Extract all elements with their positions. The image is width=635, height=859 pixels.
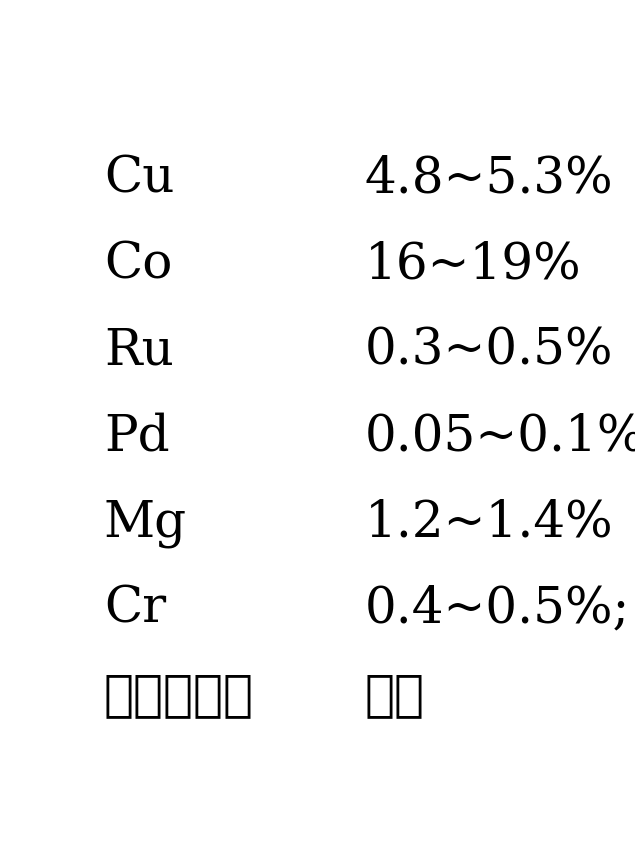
Text: 0.3~0.5%: 0.3~0.5% [364, 326, 613, 376]
Text: 余量: 余量 [364, 671, 425, 719]
Text: 16~19%: 16~19% [364, 241, 582, 289]
Text: Cr: Cr [104, 584, 166, 634]
Text: Co: Co [104, 241, 172, 289]
Text: 4.8~5.3%: 4.8~5.3% [364, 155, 613, 204]
Text: Cu: Cu [104, 155, 175, 204]
Text: 1.2~1.4%: 1.2~1.4% [364, 498, 613, 548]
Text: 0.4~0.5%;: 0.4~0.5%; [364, 584, 630, 634]
Text: Pd: Pd [104, 412, 170, 462]
Text: Ru: Ru [104, 326, 174, 376]
Text: 氧化铝载体: 氧化铝载体 [104, 671, 254, 719]
Text: 0.05~0.1%: 0.05~0.1% [364, 412, 635, 462]
Text: Mg: Mg [104, 498, 187, 548]
